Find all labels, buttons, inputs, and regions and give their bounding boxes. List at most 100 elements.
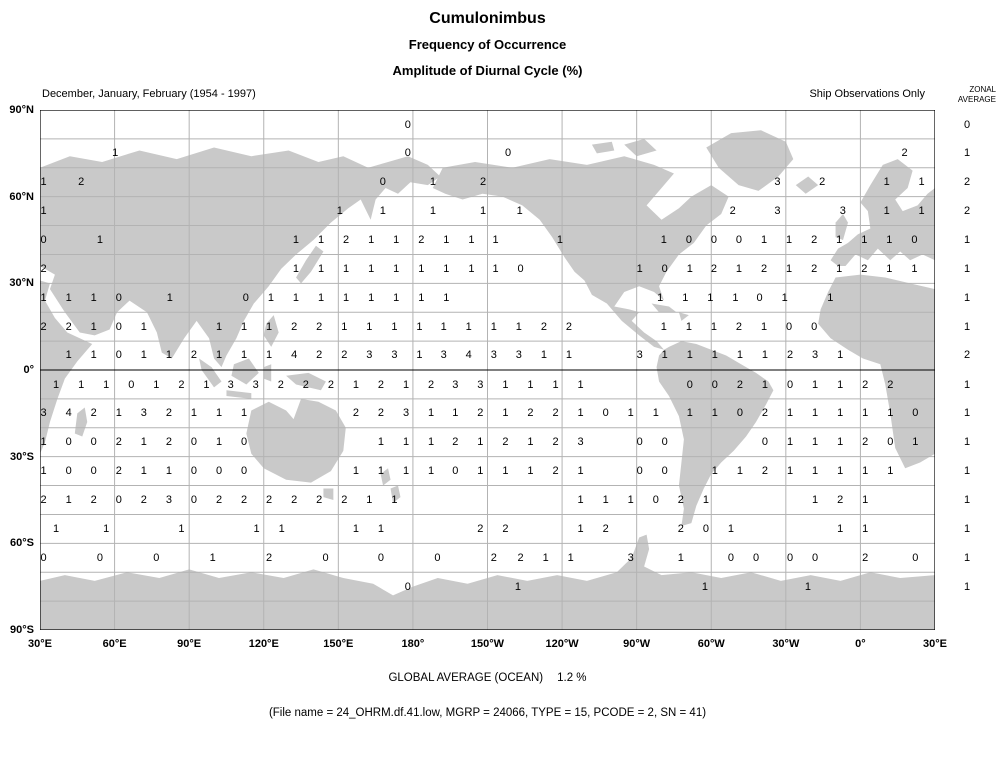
zonal-average-value: 1: [963, 464, 971, 477]
grid-value: 1: [317, 291, 325, 304]
grid-value: 1: [577, 378, 584, 391]
grid-value: 1: [267, 291, 274, 304]
grid-value: 1: [786, 464, 794, 477]
grid-value: 2: [115, 464, 122, 477]
grid-value: 2: [565, 320, 572, 333]
grid-value: 3: [774, 176, 781, 189]
grid-value: 0: [505, 147, 512, 160]
grid-value: 1: [90, 320, 97, 333]
grid-value: 1: [883, 204, 890, 217]
grid-value: 1: [165, 464, 172, 477]
grid-value: 3: [812, 349, 819, 362]
grid-value: 1: [660, 320, 667, 333]
zonal-average-value: 1: [963, 494, 971, 506]
grid-value: 1: [366, 320, 373, 333]
grid-value: 1: [786, 263, 793, 276]
grid-value: 1: [429, 176, 436, 189]
longitude-tick-label: 90°W: [623, 638, 651, 650]
grid-value: 0: [240, 464, 248, 477]
grid-value: 2: [165, 436, 172, 449]
grid-value: 2: [729, 204, 736, 217]
grid-value: 2: [266, 551, 273, 564]
grid-value: 3: [515, 349, 522, 362]
grid-value: 1: [514, 580, 521, 593]
grid-value: 1: [836, 263, 843, 276]
grid-value: 1: [379, 204, 386, 217]
latitude-tick-label: 90°S: [10, 624, 34, 636]
grid-value: 1: [479, 204, 487, 217]
grid-value: 1: [140, 349, 147, 362]
grid-value: 0: [661, 464, 668, 477]
landmass-britain: [835, 214, 848, 240]
grid-value: 1: [492, 234, 499, 246]
grid-value: 1: [492, 263, 499, 276]
zonal-average-value: 2: [963, 204, 971, 217]
grid-value: 1: [677, 551, 684, 564]
grid-value: 1: [343, 263, 350, 276]
grid-value: 1: [490, 320, 497, 333]
grid-value: 2: [291, 320, 298, 333]
grid-value: 1: [577, 407, 584, 420]
grid-value: 0: [404, 580, 411, 593]
grid-value: 1: [760, 320, 768, 333]
grid-value: 1: [735, 263, 743, 276]
latitude-axis: 90°N 60°N 30°N 0° 30°S 60°S 90°S: [0, 104, 37, 636]
grid-value: 2: [710, 263, 717, 276]
grid-value: 1: [402, 464, 410, 477]
grid-value: 1: [393, 263, 400, 276]
grid-value: 1: [452, 407, 459, 420]
grid-value: 1: [165, 349, 172, 362]
grid-value: 0: [702, 523, 709, 536]
grid-value: 2: [901, 147, 908, 160]
landmass-arctic-island-2: [591, 141, 615, 154]
grid-value: 1: [702, 494, 709, 506]
landmass-borneo: [231, 358, 259, 385]
latitude-tick-label: 0°: [23, 364, 34, 376]
grid-value: 0: [711, 378, 718, 391]
grid-value: 1: [65, 494, 72, 506]
grid-value: 1: [203, 378, 210, 391]
grid-value: 2: [786, 349, 794, 362]
landmass-hispaniola: [678, 312, 689, 321]
grid-value: 2: [837, 494, 844, 506]
grid-value: 1: [542, 551, 549, 564]
grid-value: 2: [215, 494, 223, 506]
grid-value: 2: [40, 263, 47, 276]
grid-value: 3: [165, 494, 172, 506]
grid-value: 2: [40, 320, 47, 333]
grid-value: 1: [636, 263, 643, 276]
grid-value: 3: [252, 378, 259, 391]
zonal-average-value: 1: [963, 551, 971, 564]
grid-value: 1: [166, 291, 173, 304]
zonal-average-column: 0 1 2 2 1 1 1 1 2 1 1 1 1 1 1 1 1: [936, 110, 998, 630]
grid-value: 1: [686, 349, 693, 362]
period-label: December, January, February (1954 - 1997…: [42, 88, 256, 100]
grid-value: 0: [190, 494, 197, 506]
zonal-average-value: 1: [963, 580, 971, 593]
grid-value: 0: [377, 551, 385, 564]
grid-value: 1: [912, 436, 919, 449]
grid-value: 1: [65, 349, 72, 362]
grid-value: 1: [812, 436, 819, 449]
latitude-tick-label: 60°S: [10, 537, 34, 550]
longitude-tick-label: 150°E: [323, 638, 354, 650]
grid-value: 1: [402, 378, 410, 391]
grid-value: 1: [577, 464, 584, 477]
grid-value: 2: [90, 407, 97, 420]
grid-value: 1: [440, 320, 447, 333]
grid-value: 1: [112, 147, 119, 160]
zonal-average-value: 1: [963, 291, 971, 304]
grid-value: 1: [96, 234, 104, 246]
grid-value: 3: [477, 378, 484, 391]
grid-value: 1: [53, 378, 60, 391]
landmass-europe: [830, 159, 935, 266]
longitude-tick-label: 150°W: [470, 638, 505, 650]
grid-value: 2: [490, 551, 497, 564]
grid-value: 1: [418, 291, 425, 304]
grid-value: 2: [78, 176, 85, 189]
grid-value: 1: [428, 436, 435, 449]
grid-value: 2: [552, 464, 559, 477]
grid-value: 2: [240, 494, 248, 506]
grid-value: 0: [636, 436, 643, 449]
latitude-tick-label: 60°N: [9, 190, 34, 203]
